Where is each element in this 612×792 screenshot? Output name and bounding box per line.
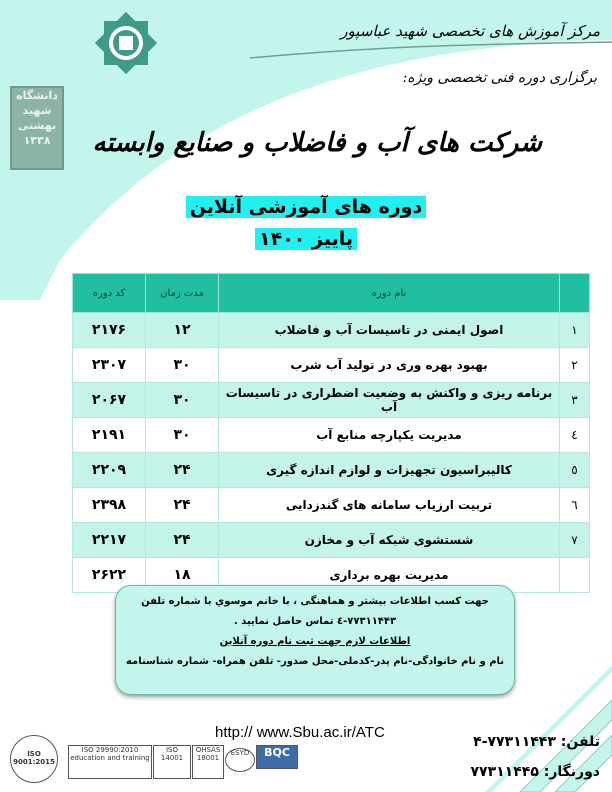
course-name: شستشوی شبکه آب و مخازن (218, 522, 560, 558)
course-name: تربیت ارزیاب سامانه های گندزدایی (218, 487, 560, 523)
course-duration: ۱۲ (145, 312, 219, 348)
iso-9001-logo: ISO 9001:2015 (10, 735, 58, 783)
course-name: بهبود بهره وری در تولید آب شرب (218, 347, 560, 383)
row-number: ٥ (559, 452, 590, 488)
course-code: ۲۲۱۷ (72, 522, 146, 558)
table-row: ۳ برنامه ریزی و واکنش به وضعیت اضطراری در… (72, 382, 590, 418)
info-line-1: جهت کسب اطلاعات بیشتر و هماهنگی ، با خان… (141, 596, 489, 607)
center-emblem (94, 11, 158, 75)
bqc-logo: BQC (256, 745, 298, 769)
course-duration: ۲۴ (145, 487, 219, 523)
header-number (559, 273, 590, 313)
iso-29990-logo: ISO 29990:2010 education and training (68, 745, 152, 779)
banner-line-2: پاییز ۱۴۰۰ (255, 228, 357, 250)
header-duration: مدت زمان (145, 273, 219, 313)
fax-label: دورنگار: (543, 764, 600, 780)
row-number: ۷ (559, 522, 590, 558)
table-row: ٦ تربیت ارزیاب سامانه های گندزدایی ۲۴ ۲۳۹۸ (72, 487, 590, 523)
info-box: جهت کسب اطلاعات بیشتر و هماهنگی ، با خان… (115, 585, 515, 695)
info-line-4: نام و نام خانوادگی-نام پدر-کدملی-محل صدو… (125, 656, 505, 667)
table-row: ۷ شستشوی شبکه آب و مخازن ۲۴ ۲۲۱۷ (72, 522, 590, 558)
banner-line-1: دوره های آموزشی آنلاین (185, 196, 427, 218)
table-row: ۱ اصول ایمنی در تاسیسات آب و فاضلاب ۱۲ ۲۱۷۶ (72, 312, 590, 348)
course-code: ۲۳۰۷ (72, 347, 146, 383)
iso-14001-logo: ISO 14001 (153, 745, 191, 779)
course-duration: ۳۰ (145, 382, 219, 418)
course-duration: ۲۴ (145, 452, 219, 488)
row-number: ۳ (559, 382, 590, 418)
esyd-logo: ESYD (225, 748, 255, 772)
row-number: ٦ (559, 487, 590, 523)
row-number: ٤ (559, 417, 590, 453)
course-code: ۲۳۹۸ (72, 487, 146, 523)
page-title: شرکت های آب و فاضلاب و صنایع وابسته (92, 128, 542, 158)
course-code: ۲۰۶۷ (72, 382, 146, 418)
header-name: نام دوره (218, 273, 560, 313)
course-code: ۲۱۷۶ (72, 312, 146, 348)
info-line-2: ۷۷۳۱۱۴۴۳-٤ تماس حاصل نمایید . (233, 616, 397, 627)
banner-line-2-wrap: پاییز ۱۴۰۰ (0, 228, 612, 250)
course-name: کالیبراسیون تجهیزات و لوازم اندازه گیری (218, 452, 560, 488)
course-name: اصول ایمنی در تاسیسات آب و فاضلاب (218, 312, 560, 348)
course-duration: ۲۴ (145, 522, 219, 558)
fax-number: ۷۷۳۱۱۴۴۵ (470, 764, 539, 780)
course-name: برنامه ریزی و واکنش به وضعیت اضطراری در … (218, 382, 560, 418)
banner-line-1-wrap: دوره های آموزشی آنلاین (0, 196, 612, 218)
courses-table: نام دوره مدت زمان کد دوره ۱ اصول ایمنی در… (72, 273, 590, 593)
row-number (559, 557, 590, 593)
phone-label: تلفن: (560, 734, 600, 750)
row-number: ۲ (559, 347, 590, 383)
phone-number: ۷۷۳۱۱۴۴۳-۴ (473, 734, 556, 750)
info-line-3: اطلاعات لازم جهت ثبت نام دوره آنلاین (219, 636, 411, 647)
course-duration: ۳۰ (145, 417, 219, 453)
subtitle: برگزاری دوره فنی تخصصی ویژه: (402, 70, 597, 86)
table-row: ٥ کالیبراسیون تجهیزات و لوازم اندازه گیری… (72, 452, 590, 488)
row-number: ۱ (559, 312, 590, 348)
university-seal: دانشگاه شهید بهشتی ۱۳۳۸ (10, 86, 64, 170)
course-duration: ۳۰ (145, 347, 219, 383)
fax: دورنگار: ۷۷۳۱۱۴۴۵ (471, 764, 601, 780)
course-name: مدیریت یکپارچه منابع آب (218, 417, 560, 453)
website-link[interactable]: http:// www.Sbu.ac.ir/ATC (215, 724, 385, 741)
header-code: کد دوره (72, 273, 146, 313)
center-name: مرکز آموزش های تخصصی شهید عباسپور (340, 22, 600, 40)
ohsas-logo: OHSAS 18001 (192, 745, 224, 779)
table-row: ۲ بهبود بهره وری در تولید آب شرب ۳۰ ۲۳۰۷ (72, 347, 590, 383)
table-row: ٤ مدیریت یکپارچه منابع آب ۳۰ ۲۱۹۱ (72, 417, 590, 453)
table-header: نام دوره مدت زمان کد دوره (72, 273, 590, 313)
phone: تلفن: ۷۷۳۱۱۴۴۳-۴ (473, 734, 600, 750)
course-code: ۲۱۹۱ (72, 417, 146, 453)
course-code: ۲۲۰۹ (72, 452, 146, 488)
